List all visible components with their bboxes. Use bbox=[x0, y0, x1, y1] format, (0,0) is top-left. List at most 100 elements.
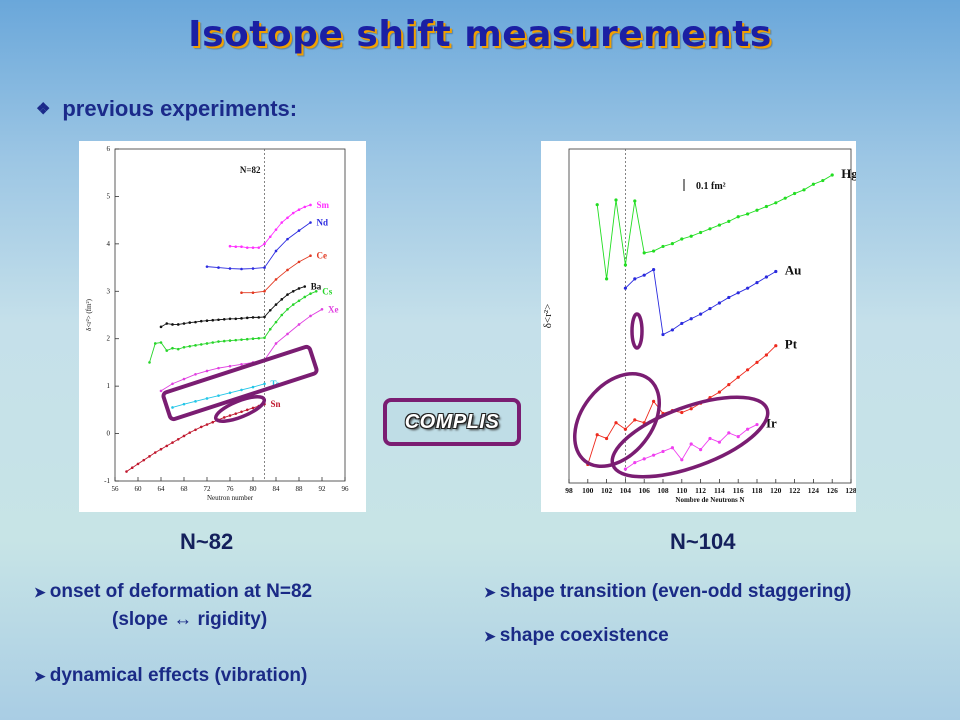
data-point-cs bbox=[274, 320, 278, 324]
x-tick-label: 84 bbox=[273, 485, 281, 493]
data-point-hg bbox=[764, 204, 768, 209]
data-point-te bbox=[263, 382, 266, 386]
data-point-ba bbox=[159, 325, 163, 329]
data-point-te bbox=[240, 388, 243, 392]
series-label-xe: Xe bbox=[328, 304, 339, 314]
data-point-hg bbox=[699, 230, 703, 235]
data-point-pt bbox=[680, 410, 684, 415]
data-point-hg bbox=[811, 182, 815, 186]
data-point-ce bbox=[240, 291, 243, 295]
y-tick-label: 3 bbox=[107, 287, 111, 295]
data-point-sn bbox=[234, 412, 238, 415]
series-label-sm: Sm bbox=[317, 200, 330, 210]
data-point-xe bbox=[182, 377, 186, 381]
data-point-sm bbox=[251, 246, 255, 249]
data-point-nd bbox=[297, 229, 301, 232]
data-point-ba bbox=[280, 298, 284, 301]
x-tick-label: 128 bbox=[845, 486, 856, 495]
data-point-pt bbox=[605, 436, 609, 441]
data-point-pt bbox=[746, 368, 750, 372]
data-point-sn bbox=[136, 462, 140, 466]
right-bullet-1: ➤ shape transition (even-odd staggering) bbox=[484, 581, 852, 602]
data-point-cs bbox=[286, 308, 289, 311]
data-point-pt bbox=[736, 375, 740, 379]
data-point-xe bbox=[309, 314, 312, 318]
data-point-ce bbox=[263, 289, 266, 293]
data-point-au bbox=[633, 277, 637, 281]
data-point-au bbox=[764, 275, 768, 279]
data-point-cs bbox=[222, 339, 226, 343]
data-point-xe bbox=[286, 332, 289, 336]
left-chart-panel: 56 60 64 68 72 76 80 84 88 92 96 -1 0 1 2 3 4 5 6 Neutron n… bbox=[79, 141, 366, 512]
data-point-sm bbox=[263, 242, 266, 246]
data-point-sn bbox=[176, 437, 180, 441]
data-point-ir bbox=[689, 442, 693, 446]
data-point-cs bbox=[188, 345, 192, 348]
x-tick-label: 110 bbox=[676, 486, 687, 495]
data-point-ir bbox=[623, 467, 627, 471]
y-tick-label: 2 bbox=[107, 335, 111, 343]
x-axis-label: Nombre de Neutrons N bbox=[675, 496, 744, 504]
data-point-sm bbox=[234, 245, 238, 249]
x-axis-label: Neutron number bbox=[207, 494, 254, 502]
series-label-nd: Nd bbox=[317, 218, 329, 228]
data-point-sm bbox=[286, 216, 289, 220]
data-point-ir bbox=[746, 427, 750, 431]
series-label-pt: Pt bbox=[785, 337, 798, 352]
data-point-ir bbox=[642, 457, 646, 461]
data-point-xe bbox=[297, 323, 301, 326]
data-point-ce bbox=[309, 254, 312, 258]
data-point-sn bbox=[199, 425, 203, 429]
data-point-sm bbox=[228, 244, 232, 248]
data-point-ba bbox=[205, 319, 209, 322]
data-point-pt bbox=[614, 421, 618, 425]
data-point-sn bbox=[245, 408, 249, 412]
y-axis-label: δ<r²> (fm²) bbox=[85, 298, 93, 331]
data-point-nd bbox=[263, 266, 266, 269]
y-tick-label: -1 bbox=[104, 477, 110, 485]
data-point-nd bbox=[228, 267, 232, 270]
data-point-ir bbox=[652, 453, 656, 457]
data-point-au bbox=[708, 306, 712, 311]
data-point-ba bbox=[188, 321, 192, 324]
data-point-te bbox=[205, 397, 209, 400]
x-tick-label: 120 bbox=[770, 486, 782, 495]
data-point-cs bbox=[234, 338, 238, 342]
data-point-ir bbox=[670, 446, 674, 450]
x-tick-label: 108 bbox=[657, 486, 669, 495]
data-point-cs bbox=[211, 341, 215, 344]
data-point-cs bbox=[182, 345, 186, 349]
x-tick-label: 92 bbox=[319, 485, 327, 493]
x-tick-label: 100 bbox=[582, 486, 594, 495]
data-point-cs bbox=[159, 341, 163, 344]
data-point-sn bbox=[142, 458, 146, 462]
data-point-sn bbox=[222, 416, 226, 419]
data-point-sn bbox=[251, 406, 255, 410]
data-point-hg bbox=[746, 212, 750, 216]
data-point-cs bbox=[268, 327, 272, 331]
y-tick-label: 5 bbox=[107, 192, 111, 200]
data-point-te bbox=[182, 402, 186, 406]
data-point-sn bbox=[188, 431, 192, 434]
data-point-sn bbox=[153, 451, 157, 454]
x-tick-label: 80 bbox=[250, 485, 258, 493]
data-point-sm bbox=[291, 211, 295, 215]
data-point-au bbox=[699, 312, 703, 316]
data-point-hg bbox=[830, 173, 834, 177]
data-point-sm bbox=[257, 246, 261, 249]
data-point-ir bbox=[708, 436, 712, 441]
data-point-nd bbox=[274, 249, 278, 253]
data-point-cs bbox=[217, 340, 220, 343]
data-point-pt bbox=[633, 418, 637, 422]
y-axis-label: δ<r²> bbox=[542, 304, 554, 329]
x-tick-label: 112 bbox=[695, 486, 706, 495]
data-point-hg bbox=[802, 188, 806, 192]
data-point-pt bbox=[774, 344, 778, 348]
data-point-ba bbox=[303, 285, 307, 288]
data-point-hg bbox=[605, 277, 609, 281]
left-region-label: N~82 bbox=[180, 529, 234, 554]
data-point-cs bbox=[171, 346, 174, 350]
data-point-hg bbox=[736, 215, 740, 219]
